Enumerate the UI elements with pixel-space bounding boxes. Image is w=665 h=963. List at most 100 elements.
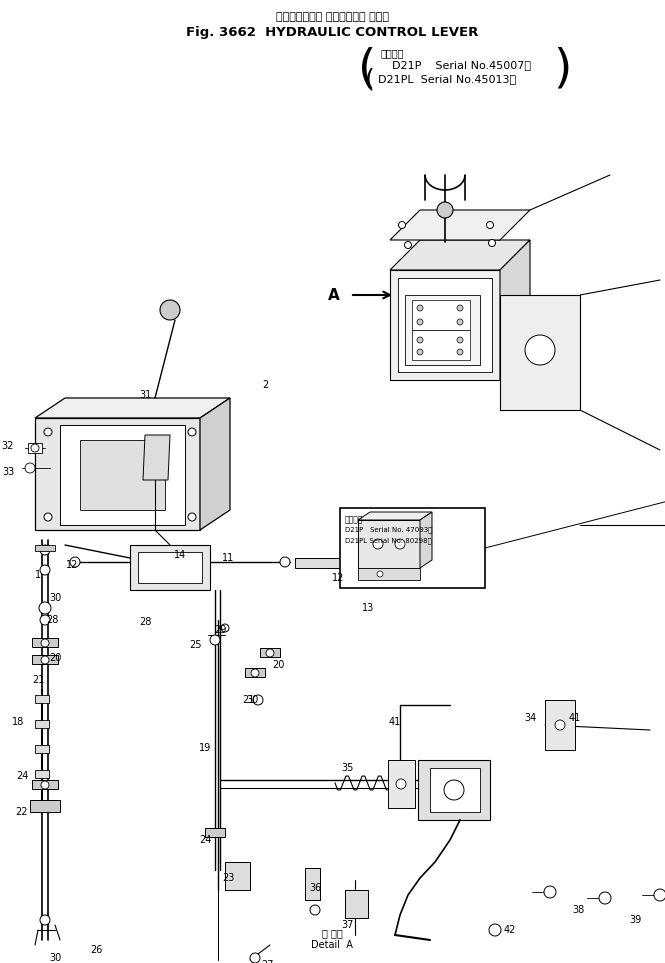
- Polygon shape: [545, 700, 575, 750]
- Circle shape: [210, 635, 220, 645]
- Circle shape: [70, 557, 80, 567]
- Circle shape: [251, 669, 259, 677]
- Text: 23: 23: [222, 873, 234, 883]
- Text: 適用号機: 適用号機: [380, 48, 404, 58]
- Text: 20: 20: [49, 653, 61, 663]
- Text: 22: 22: [16, 807, 28, 817]
- Circle shape: [280, 557, 290, 567]
- Text: 27: 27: [262, 960, 274, 963]
- Circle shape: [250, 953, 260, 963]
- Circle shape: [457, 305, 463, 311]
- Polygon shape: [390, 240, 530, 270]
- Bar: [35, 770, 49, 778]
- Circle shape: [253, 695, 263, 705]
- Text: 21: 21: [242, 695, 254, 705]
- Text: 24: 24: [199, 835, 211, 845]
- Circle shape: [487, 221, 493, 228]
- Text: 19: 19: [199, 743, 211, 753]
- Text: 39: 39: [629, 915, 641, 925]
- Circle shape: [40, 545, 50, 555]
- Text: 12: 12: [66, 560, 78, 570]
- Circle shape: [377, 571, 383, 577]
- Bar: [260, 648, 280, 657]
- Circle shape: [404, 242, 412, 248]
- Circle shape: [41, 639, 49, 647]
- Circle shape: [457, 319, 463, 325]
- Text: 13: 13: [362, 603, 374, 613]
- Text: D21PL Serial No. 80298～: D21PL Serial No. 80298～: [345, 537, 432, 543]
- Text: 38: 38: [572, 905, 584, 915]
- Text: 26: 26: [90, 945, 102, 955]
- Circle shape: [396, 779, 406, 789]
- Text: 42: 42: [504, 925, 516, 935]
- Text: Detail  A: Detail A: [311, 940, 353, 950]
- Circle shape: [417, 305, 423, 311]
- Text: 14: 14: [174, 550, 186, 560]
- Polygon shape: [35, 398, 230, 418]
- Polygon shape: [60, 425, 185, 525]
- Polygon shape: [305, 868, 320, 900]
- Circle shape: [221, 624, 229, 632]
- Text: 2: 2: [262, 380, 268, 390]
- Circle shape: [417, 337, 423, 343]
- Circle shape: [310, 905, 320, 915]
- Text: 35: 35: [342, 763, 354, 773]
- Circle shape: [457, 349, 463, 355]
- Polygon shape: [398, 278, 492, 372]
- Text: 29: 29: [214, 625, 226, 635]
- Text: D21PL  Serial No.45013～: D21PL Serial No.45013～: [378, 74, 516, 84]
- Text: Fig. 3662  HYDRAULIC CONTROL LEVER: Fig. 3662 HYDRAULIC CONTROL LEVER: [186, 26, 478, 39]
- Polygon shape: [28, 443, 42, 453]
- Polygon shape: [500, 240, 530, 380]
- Text: 25: 25: [190, 640, 202, 650]
- Bar: [30, 800, 60, 812]
- Text: (: (: [358, 46, 376, 91]
- Circle shape: [40, 565, 50, 575]
- Circle shape: [188, 428, 196, 436]
- Bar: [35, 745, 49, 753]
- Polygon shape: [418, 760, 490, 820]
- Polygon shape: [412, 330, 470, 360]
- Polygon shape: [420, 512, 432, 568]
- Text: 31: 31: [139, 390, 151, 400]
- Bar: [205, 828, 225, 837]
- Polygon shape: [358, 512, 432, 520]
- Circle shape: [444, 780, 464, 800]
- Circle shape: [654, 889, 665, 901]
- Text: 33: 33: [2, 467, 14, 477]
- Polygon shape: [358, 520, 420, 568]
- Text: A: A: [329, 288, 340, 302]
- Circle shape: [544, 886, 556, 898]
- Text: D21P    Serial No.45007～: D21P Serial No.45007～: [392, 60, 531, 70]
- Polygon shape: [430, 768, 480, 812]
- Polygon shape: [412, 300, 470, 330]
- Text: 32: 32: [2, 441, 14, 451]
- Bar: [32, 638, 58, 647]
- Circle shape: [417, 349, 423, 355]
- Circle shape: [489, 924, 501, 936]
- Text: 30: 30: [246, 695, 258, 705]
- Bar: [340, 508, 485, 588]
- Polygon shape: [225, 862, 250, 890]
- Circle shape: [39, 602, 51, 614]
- Text: (: (: [365, 68, 375, 92]
- Text: 30: 30: [49, 953, 61, 963]
- Text: 41: 41: [569, 713, 581, 723]
- Polygon shape: [80, 440, 165, 510]
- Bar: [32, 780, 58, 789]
- Text: 18: 18: [12, 717, 24, 727]
- Circle shape: [417, 319, 423, 325]
- Text: 28: 28: [46, 615, 59, 625]
- Circle shape: [44, 428, 52, 436]
- Text: 1: 1: [35, 570, 41, 580]
- Polygon shape: [500, 295, 580, 410]
- Circle shape: [373, 539, 383, 549]
- Bar: [35, 720, 49, 728]
- Polygon shape: [35, 418, 200, 530]
- Circle shape: [489, 240, 495, 247]
- Circle shape: [25, 463, 35, 473]
- Circle shape: [31, 444, 39, 452]
- Bar: [35, 695, 49, 703]
- Polygon shape: [405, 295, 480, 365]
- Circle shape: [599, 892, 611, 904]
